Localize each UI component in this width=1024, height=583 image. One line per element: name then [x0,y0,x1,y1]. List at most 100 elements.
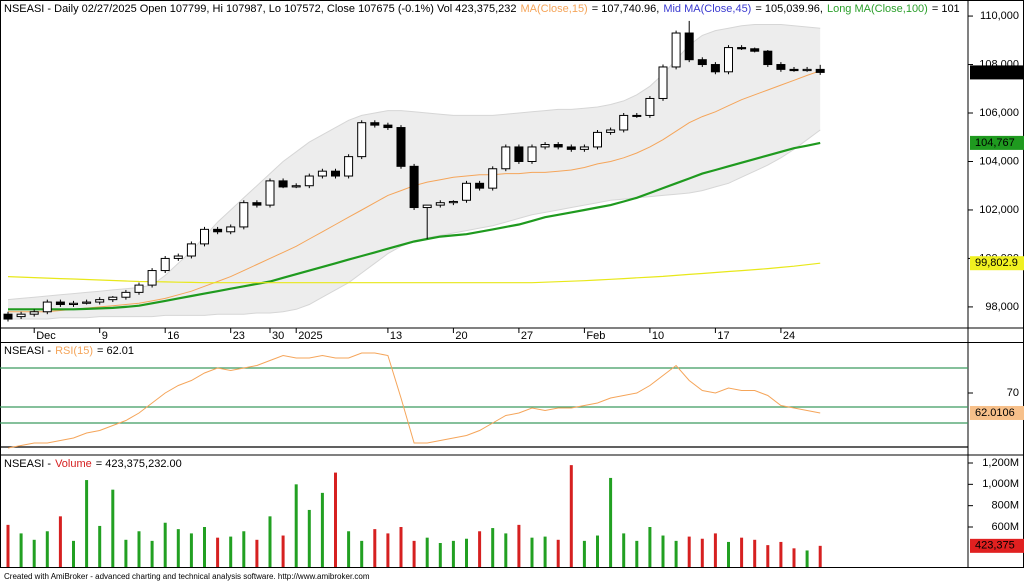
candle-body [802,68,812,72]
volume-bar [229,536,233,567]
legend-value: = 105,039.96, [755,3,823,15]
volume-bar [45,531,49,567]
legend-value: = 62.01 [97,345,134,357]
volume-bar [556,539,560,567]
candle-body [422,204,432,209]
volume-bar [491,528,495,567]
candle-body [344,156,354,177]
x-tick-label: 24 [783,330,795,342]
candle-body [697,59,707,66]
candle-body [462,182,471,201]
candle-body [658,66,668,99]
candle-body [632,114,642,117]
y-tick-label: 98,000 [985,301,1019,313]
value-tag-label: 99,802.9 [975,257,1018,269]
candle-body [82,301,92,304]
legend-value: = 423,375,232.00 [96,458,182,470]
candle-body [645,97,655,116]
volume-bar [438,543,442,567]
candle-body [671,32,681,68]
volume-bar [674,540,678,567]
candle-body [239,202,249,228]
candle-body [147,270,157,286]
y-tick-label: 70 [1007,387,1019,399]
candle-body [750,48,760,52]
legend-name: Long MA(Close,100) [827,3,928,15]
volume-bar [700,538,704,567]
volume-bar [347,531,351,567]
volume-bar [543,536,547,567]
candle-body [173,255,183,259]
candle-body [95,299,105,303]
volume-bar [255,539,259,567]
value-tag [970,135,1024,150]
y-tick-label: 110,000 [980,10,1019,22]
volume-bar [687,536,691,567]
volume-bar [753,539,757,567]
volume-bar [176,529,180,567]
x-tick-label: 10 [652,330,664,342]
candle-body [121,291,131,298]
candle-body [252,202,262,206]
candle-body [69,302,78,305]
title-text: NSEASI - Daily 02/27/2025 Open 107799, H… [4,3,516,15]
volume-bar [242,531,246,567]
indicator-line [7,352,821,449]
volume-bar [294,484,298,567]
candle-body [579,146,589,150]
candle-body [396,127,406,167]
candle-body [684,32,694,61]
legend-name: Mid MA(Close,45) [663,3,751,15]
volume-bar [189,533,193,567]
candle-body [409,165,419,209]
candle-body [3,313,13,320]
candle-body [710,64,720,73]
candle-body [55,301,65,305]
candle-body [370,122,380,126]
volume-bar [465,538,468,567]
volume-bar [504,533,508,567]
candle-body [186,243,196,257]
legend-name: RSI(15) [55,345,93,357]
panel-title: NSEASI - RSI(15) = 62.01 [4,345,134,357]
volume-bar [412,540,416,567]
volume-bar [451,540,455,567]
volume-bar [622,533,626,567]
candle-body [16,313,26,318]
x-tick-label: Dec [36,330,56,342]
candle-body [108,296,118,301]
volume-bar [582,540,586,567]
x-tick-label: 23 [233,330,245,342]
legend-value: = 101 [932,3,960,15]
candle-body [763,50,773,66]
x-tick-label: 13 [390,330,402,342]
volume-bar [72,540,75,567]
candle-body [213,228,223,233]
panel-title: NSEASI - Daily 02/27/2025 Open 107799, H… [4,3,960,15]
candle-body [42,301,52,313]
value-tag-label: 62.0106 [975,407,1015,419]
volume-bar [216,537,220,567]
candle-body [383,124,393,129]
candle-body [291,185,301,188]
x-tick-label: 30 [272,330,284,342]
candle-body [226,226,236,233]
volume-bar [163,522,167,567]
x-tick-label: 27 [521,330,533,342]
volume-bar [569,465,573,567]
candle-body [619,114,629,131]
value-tag-label: 104,767 [975,137,1015,149]
candle-body [488,168,498,189]
volume-bar [203,527,206,567]
volume-bar [320,492,324,567]
volume-bar [609,477,613,567]
volume-bar [268,516,272,567]
volume-bar [779,541,783,567]
legend-name: MA(Close,15) [520,3,587,15]
volume-bar [818,545,822,567]
candle-body [200,228,209,245]
candle-body [501,146,511,170]
candle-body [435,202,445,206]
y-tick-label: 104,000 [979,155,1019,167]
